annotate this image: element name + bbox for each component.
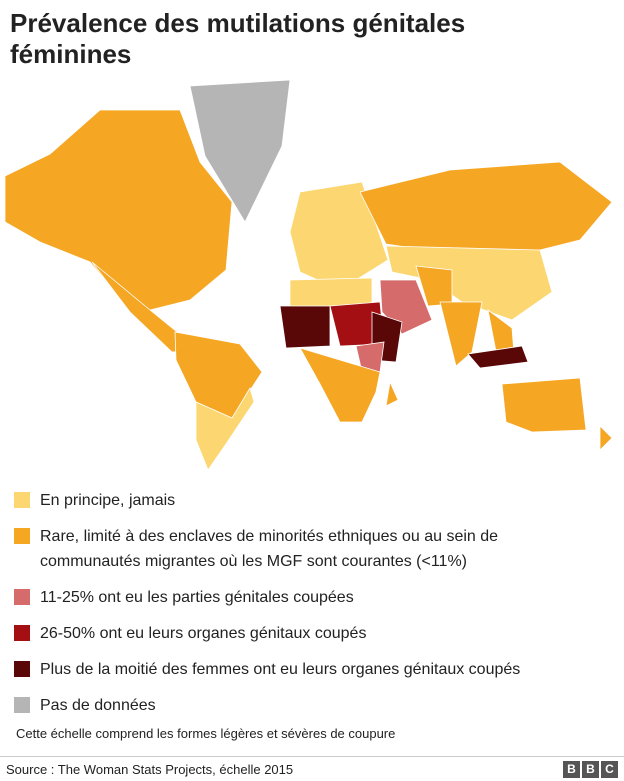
legend-item: Pas de données — [14, 693, 594, 718]
new-zealand — [599, 425, 613, 451]
legend-label: Pas de données — [40, 697, 156, 714]
logo-letter: B — [563, 761, 580, 778]
greenland — [189, 79, 291, 223]
legend: En principe, jamais Rare, limité à des en… — [14, 488, 594, 729]
legend-label: 26-50% ont eu leurs organes génitaux cou… — [40, 625, 367, 642]
title: Prévalence des mutilations génitales fém… — [10, 8, 466, 69]
russia — [359, 161, 613, 253]
legend-item: En principe, jamais — [14, 488, 594, 513]
divider — [0, 756, 624, 757]
legend-swatch — [14, 697, 30, 713]
legend-item: 26-50% ont eu leurs organes génitaux cou… — [14, 621, 594, 646]
indonesia — [467, 345, 529, 369]
legend-item: Plus de la moitié des femmes ont eu leur… — [14, 657, 594, 682]
legend-swatch — [14, 661, 30, 677]
australia — [501, 377, 587, 433]
india — [439, 301, 483, 367]
legend-label: Rare, limité à des enclaves de minorités… — [40, 528, 499, 570]
legend-swatch — [14, 589, 30, 605]
southern-africa — [299, 347, 381, 423]
legend-swatch — [14, 528, 30, 544]
logo-letter: B — [582, 761, 599, 778]
legend-swatch — [14, 625, 30, 641]
legend-label: Plus de la moitié des femmes ont eu leur… — [40, 661, 521, 678]
source: Source : The Woman Stats Projects, échel… — [6, 762, 294, 777]
legend-item: 11-25% ont eu les parties génitales coup… — [14, 585, 594, 610]
legend-label: 11-25% ont eu les parties génitales coup… — [40, 589, 354, 606]
madagascar — [385, 380, 399, 407]
south-america-south — [195, 387, 255, 471]
note: Cette échelle comprend les formes légère… — [16, 726, 396, 741]
legend-swatch — [14, 492, 30, 508]
china-central-asia — [385, 245, 553, 321]
legend-label: En principe, jamais — [40, 492, 176, 509]
legend-item: Rare, limité à des enclaves de minorités… — [14, 524, 594, 574]
west-africa — [279, 305, 331, 349]
world-map — [4, 79, 613, 471]
logo-letter: C — [601, 761, 618, 778]
north-america — [4, 109, 233, 311]
